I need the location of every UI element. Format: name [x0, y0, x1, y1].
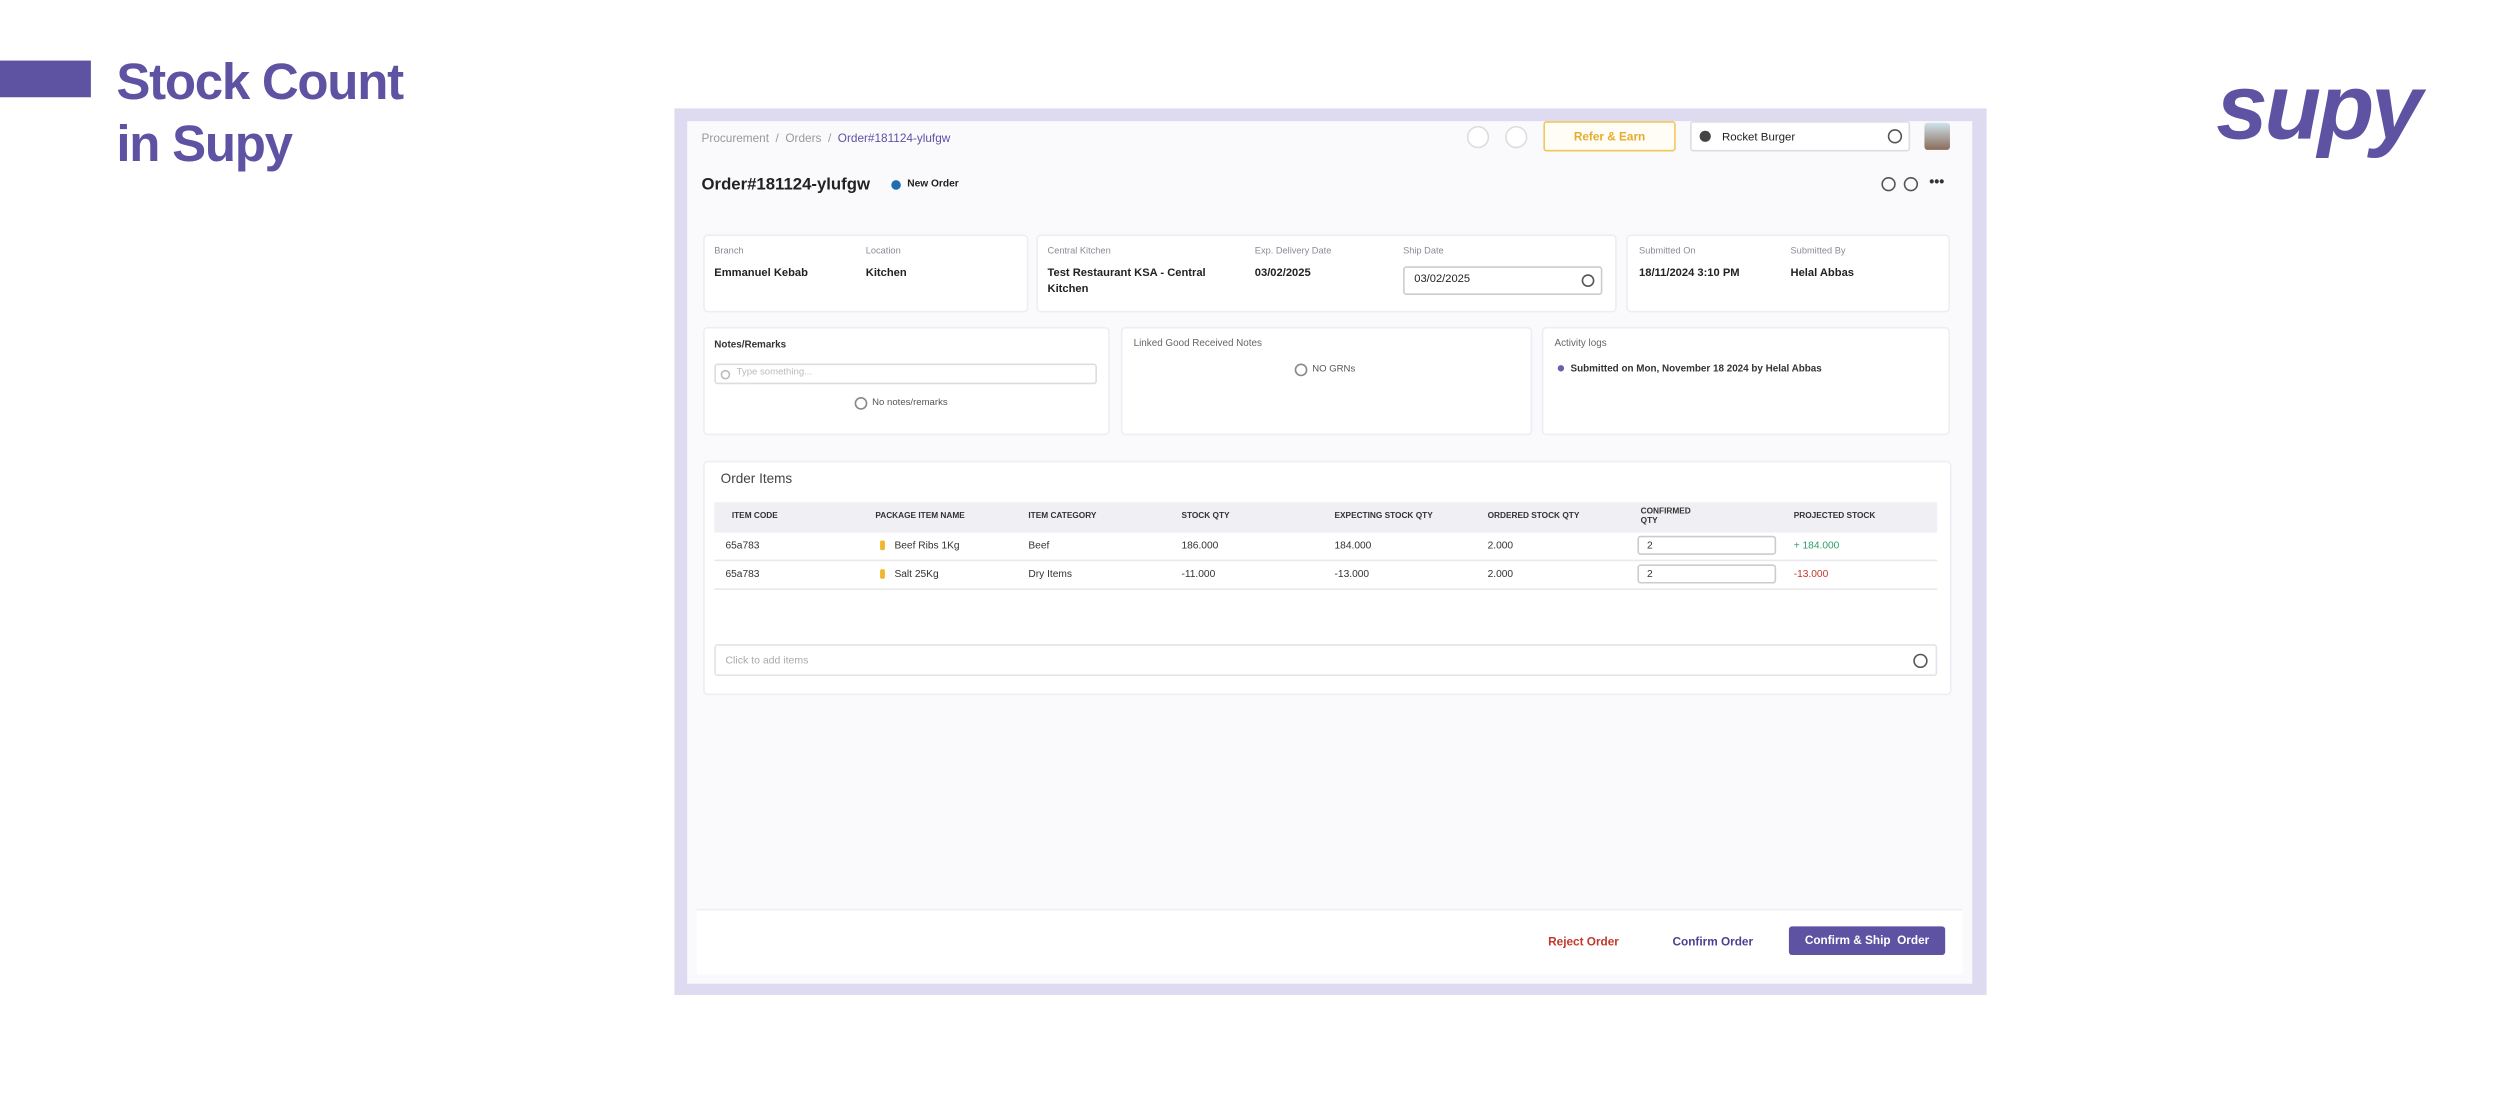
- placeholder: Click to add items: [725, 655, 809, 667]
- cell: -13.000: [1793, 569, 1829, 581]
- placeholder: Type something...: [736, 368, 813, 378]
- cell: 65a783: [725, 540, 760, 552]
- row-divider: [714, 559, 1938, 562]
- field-label: Submitted On: [1639, 247, 1696, 257]
- date-value: 03/02/2025: [1414, 274, 1471, 286]
- info-icon: [1294, 363, 1308, 377]
- column-header: ORDERED STOCK QTY: [1487, 511, 1580, 522]
- breadcrumb: Procurement / Orders / Order#181124-yluf…: [701, 130, 951, 146]
- field-value: 03/02/2025: [1254, 267, 1311, 280]
- slide-title-line: in Supy: [116, 114, 293, 173]
- field-value: 18/11/2024 3:10 PM: [1639, 267, 1740, 280]
- footer: [696, 908, 1963, 975]
- cell: -13.000: [1334, 569, 1370, 581]
- card-title: Activity logs: [1554, 338, 1607, 350]
- cell: 186.000: [1181, 540, 1219, 552]
- log-dot: [1557, 365, 1565, 372]
- cell: 2.000: [1487, 569, 1514, 581]
- grn-card: [1120, 326, 1533, 436]
- prev-icon[interactable]: [1881, 176, 1896, 192]
- restaurant-select[interactable]: Rocket Burger: [1690, 121, 1911, 152]
- column-header: PACKAGE ITEM NAME: [875, 511, 965, 522]
- avatar[interactable]: [1924, 122, 1950, 150]
- row-divider: [714, 588, 1938, 590]
- cell: Dry Items: [1028, 569, 1072, 581]
- cell: + 184.000: [1793, 540, 1840, 552]
- cell: Beef: [1028, 540, 1050, 552]
- restaurant-icon: [1699, 130, 1711, 142]
- column-header: CONFIRMED QTY: [1640, 507, 1691, 526]
- breadcrumb-current: Order#181124-ylufgw: [837, 130, 951, 146]
- field-label: Submitted By: [1790, 247, 1846, 257]
- confirm-ship-button[interactable]: Confirm & Ship Order: [1788, 926, 1946, 956]
- logo: supy: [2216, 55, 2422, 160]
- item-icon: [880, 569, 885, 579]
- accent-bar: [0, 60, 91, 98]
- field-value: Emmanuel Kebab: [714, 267, 808, 280]
- refer-button[interactable]: Refer & Earn: [1543, 121, 1676, 152]
- column-header: ITEM CODE: [731, 511, 778, 522]
- info-card: [1626, 234, 1950, 313]
- order-status: New Order: [907, 178, 959, 190]
- qty-input[interactable]: [1637, 535, 1777, 555]
- field-label: Branch: [714, 247, 744, 257]
- field-label: Central Kitchen: [1047, 247, 1111, 257]
- restaurant-name: Rocket Burger: [1721, 129, 1796, 144]
- cell: Beef Ribs 1Kg: [894, 540, 960, 552]
- chat-icon[interactable]: [1505, 125, 1528, 149]
- field-label: Exp. Delivery Date: [1254, 247, 1332, 257]
- qty-input[interactable]: [1637, 564, 1777, 584]
- info-card: [703, 234, 1029, 313]
- field-value: Test Restaurant KSA - Central: [1047, 267, 1206, 280]
- cell: 184.000: [1334, 540, 1372, 552]
- next-icon[interactable]: [1903, 176, 1919, 192]
- log-entry: Submitted on Mon, November 18 2024 by He…: [1570, 363, 1822, 375]
- breadcrumb-link[interactable]: Orders: [785, 130, 822, 146]
- add-icon: [1913, 653, 1928, 669]
- item-icon: [880, 540, 885, 551]
- cell: 65a783: [725, 569, 760, 581]
- qty-value: 2: [1647, 569, 1653, 581]
- cell: -11.000: [1181, 569, 1216, 581]
- more-icon[interactable]: •••: [1929, 173, 1945, 190]
- cell: Salt 25Kg: [894, 569, 939, 581]
- bell-icon[interactable]: [1466, 125, 1490, 149]
- field-value: Kitchen: [1047, 283, 1089, 295]
- dropdown-icon: [1887, 129, 1903, 144]
- field-value: Kitchen: [865, 267, 907, 280]
- activity-card: [1541, 326, 1950, 436]
- status-dot: [891, 180, 901, 190]
- empty-text: NO GRNs: [1312, 365, 1356, 375]
- info-icon: [854, 397, 868, 410]
- column-header: PROJECTED STOCK: [1793, 511, 1876, 522]
- input-icon: [720, 369, 731, 380]
- cell: 2.000: [1487, 540, 1514, 552]
- qty-value: 2: [1647, 540, 1653, 552]
- column-header: EXPECTING STOCK QTY: [1334, 511, 1433, 522]
- column-header: ITEM CATEGORY: [1028, 511, 1097, 522]
- breadcrumb-link[interactable]: Procurement: [701, 130, 769, 146]
- calendar-icon: [1581, 274, 1595, 287]
- notes-input[interactable]: Type something...: [714, 363, 1097, 385]
- card-title: Order Items: [720, 470, 793, 487]
- card-title: Notes/Remarks: [714, 339, 787, 351]
- field-label: Ship Date: [1403, 247, 1444, 257]
- slide-title-line: Stock Count: [116, 52, 404, 111]
- empty-text: No notes/remarks: [872, 398, 948, 409]
- field-label: Location: [865, 247, 901, 257]
- confirm-button[interactable]: Confirm Order: [1672, 934, 1754, 949]
- column-header: STOCK QTY: [1181, 511, 1230, 522]
- date-input[interactable]: 03/02/2025: [1403, 266, 1603, 295]
- order-title: Order#181124-ylufgw: [701, 175, 870, 195]
- reject-button[interactable]: Reject Order: [1548, 934, 1619, 949]
- field-value: Helal Abbas: [1790, 267, 1854, 280]
- card-title: Linked Good Received Notes: [1133, 338, 1262, 350]
- table-header: [714, 502, 1938, 533]
- add-items[interactable]: Click to add items: [714, 644, 1938, 677]
